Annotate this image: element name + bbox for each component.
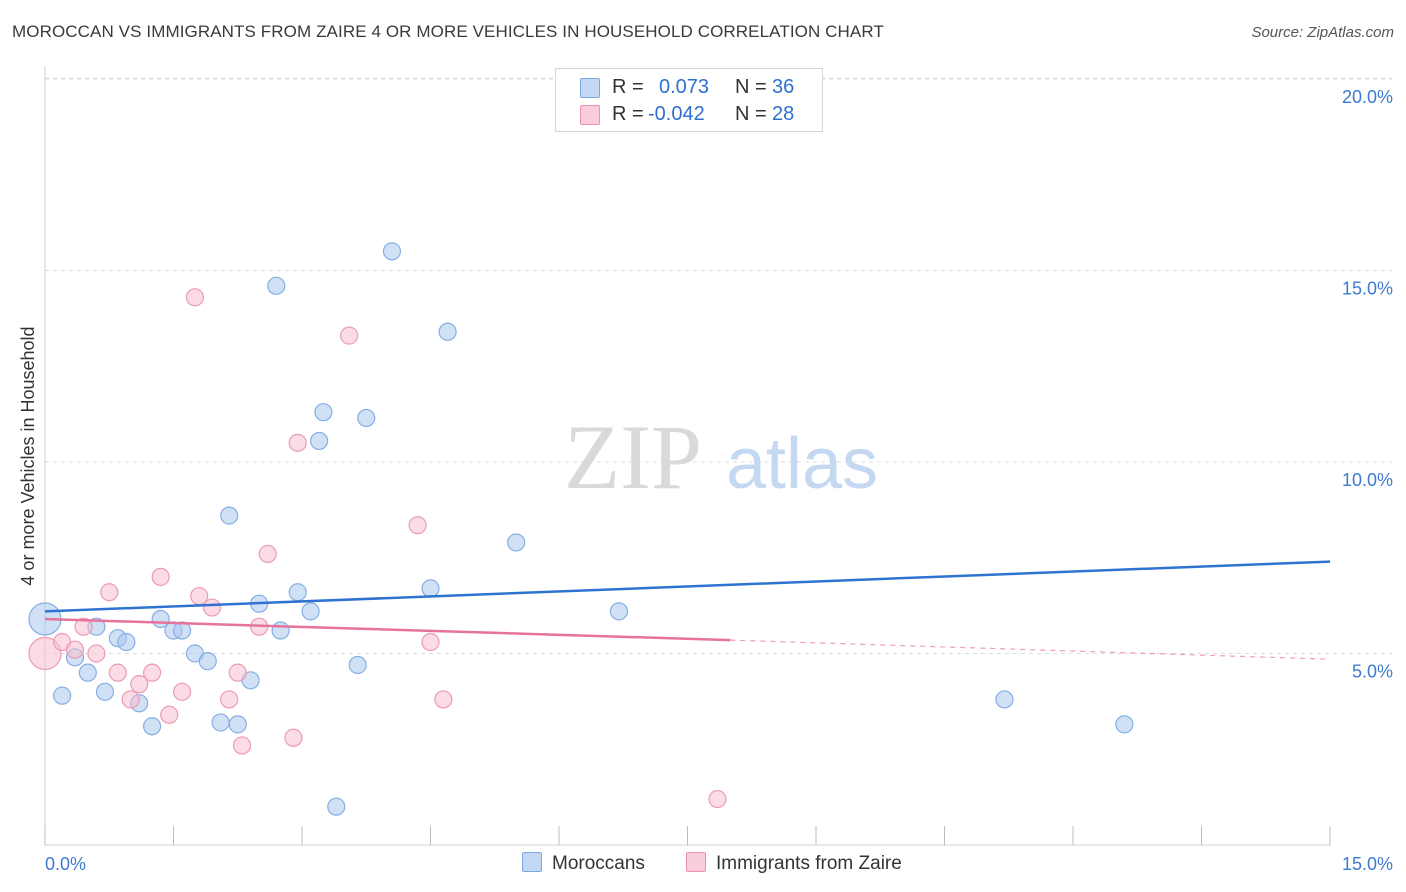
moroccan-point	[327, 797, 346, 816]
zaire-point	[340, 326, 359, 345]
moroccan-point	[348, 655, 367, 675]
zaire-point	[220, 690, 239, 709]
moroccan-point	[95, 682, 115, 701]
zaire-point	[121, 690, 140, 709]
zaire-point	[130, 675, 149, 694]
stats-legend: R = 0.073 N = 36 R = -0.042 N = 28	[555, 68, 823, 132]
moroccan-point	[438, 322, 457, 341]
x-tick-label: 15.0%	[1342, 854, 1393, 874]
watermark-atlas: atlas	[726, 424, 878, 504]
moroccan-point	[288, 583, 307, 602]
y-tick-label: 20.0%	[1342, 87, 1393, 107]
source-credit: Source: ZipAtlas.com	[1251, 24, 1394, 41]
bottom-legend-moroccans: Moroccans	[522, 852, 645, 875]
zaire-point	[108, 663, 127, 682]
bottom-legend-swatch-blue	[522, 852, 542, 872]
moroccan-point	[995, 690, 1014, 709]
bottom-legend-zaire: Immigrants from Zaire	[686, 852, 902, 875]
zaire-point	[434, 690, 453, 709]
watermark: ZIP atlas	[564, 406, 878, 508]
moroccan-point	[357, 408, 376, 428]
y-tick-label: 15.0%	[1342, 279, 1393, 299]
moroccan-point	[220, 506, 239, 525]
zaire-point	[202, 598, 222, 617]
bottom-legend-label: Immigrants from Zaire	[716, 853, 902, 874]
moroccan-point	[228, 715, 247, 734]
legend-n-label: N =	[735, 103, 767, 125]
legend-r-label: R =	[612, 103, 644, 125]
moroccan-point	[117, 632, 136, 652]
trend-layer	[44, 560, 1331, 660]
moroccan-point	[507, 533, 526, 552]
moroccan-point	[267, 276, 286, 295]
legend-swatch-blue	[580, 78, 600, 98]
x-tick-label: 0.0%	[45, 854, 86, 874]
zaire-point	[151, 567, 170, 587]
moroccan-point	[314, 403, 333, 422]
moroccan-point	[421, 579, 440, 598]
y-axis-title: 4 or more Vehicles in Household	[18, 326, 38, 585]
moroccan-point	[271, 621, 290, 640]
zaire-point	[160, 705, 179, 724]
zaire-point	[284, 728, 303, 747]
y-tick-label: 10.0%	[1342, 470, 1393, 490]
bottom-legend-label: Moroccans	[552, 853, 645, 874]
moroccan-point	[53, 686, 72, 705]
moroccan-point	[310, 431, 329, 451]
zaire-point	[87, 644, 106, 663]
zaire-point	[172, 682, 192, 701]
zaire-point	[421, 632, 440, 652]
y-tick-label: 5.0%	[1352, 662, 1393, 682]
moroccan-point	[382, 242, 402, 261]
moroccan-point	[78, 663, 97, 682]
moroccan-point	[211, 713, 230, 732]
legend-n-value: 28	[772, 103, 795, 125]
legend-n-value: 36	[772, 76, 795, 98]
moroccan-point	[1115, 715, 1134, 734]
zaire-point	[185, 288, 205, 307]
legend-r-label: R =	[612, 76, 644, 98]
zaire-point	[708, 789, 727, 809]
zaire-point	[142, 663, 162, 682]
zaire-trend-line	[44, 617, 731, 642]
moroccan-trend-line	[44, 560, 1331, 613]
zaire-point	[232, 736, 252, 755]
chart-title: MOROCCAN VS IMMIGRANTS FROM ZAIRE 4 OR M…	[12, 22, 884, 41]
legend-n-label: N =	[735, 76, 767, 98]
label-layer: 5.0% 10.0% 15.0% 20.0% 0.0% 15.0% 4 or more Ve…	[18, 87, 1393, 874]
legend-r-value: -0.042	[648, 103, 705, 125]
zaire-point	[100, 583, 119, 602]
zaire-trend-extension	[730, 639, 1331, 660]
zaire-point	[288, 433, 307, 452]
moroccan-point	[609, 602, 629, 621]
zaire-point	[258, 544, 277, 564]
zaire-point	[28, 636, 62, 671]
zaire-point	[74, 617, 93, 636]
zaire-point	[228, 663, 247, 682]
moroccan-point	[301, 602, 320, 621]
moroccan-point	[198, 652, 217, 671]
legend-r-value: 0.073	[659, 76, 710, 98]
zaire-point	[408, 516, 427, 535]
bottom-legend-swatch-pink	[686, 852, 706, 872]
legend-swatch-pink	[580, 105, 600, 125]
zaire-point	[65, 640, 85, 659]
points-layer	[28, 242, 1134, 816]
moroccan-point	[142, 717, 162, 736]
watermark-zip: ZIP	[564, 406, 702, 508]
axis-layer	[44, 66, 1331, 846]
